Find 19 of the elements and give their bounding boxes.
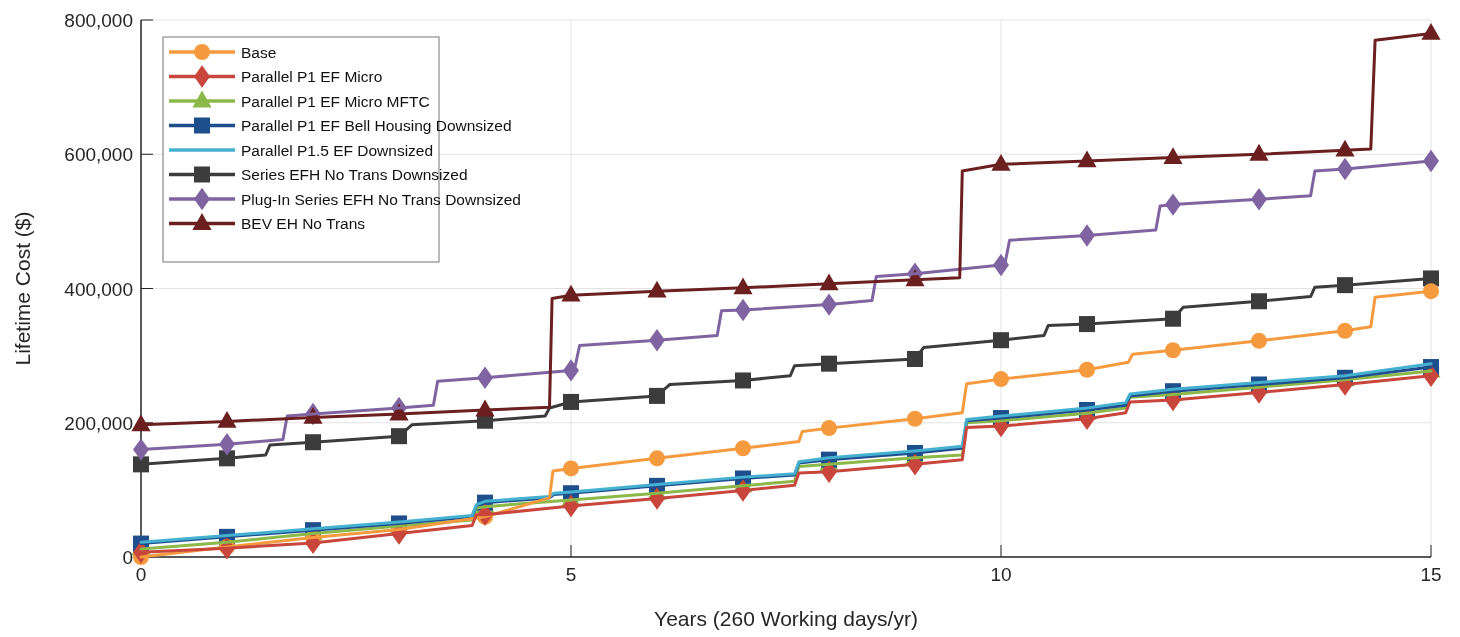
legend-label: Parallel P1 EF Micro <box>241 68 383 85</box>
legend-label: Parallel P1 EF Micro MFTC <box>241 92 430 110</box>
y-axis-title: Lifetime Cost ($) <box>11 211 34 366</box>
legend-label: Series EFH No Trans Downsized <box>241 166 468 183</box>
legend-label: Parallel P1 EF Bell Housing Downsized <box>241 117 512 134</box>
x-tick-label: 5 <box>565 564 577 585</box>
x-axis-title: Years (260 Working days/yr) <box>654 607 918 630</box>
y-tick-label: 400,000 <box>64 278 133 300</box>
y-tick-label: 0 <box>122 547 133 568</box>
x-tick-label: 15 <box>1420 564 1442 585</box>
y-tick-label: 800,000 <box>64 10 133 31</box>
y-tick-label: 600,000 <box>64 144 133 166</box>
legend-label: Parallel P1.5 EF Downsized <box>241 141 434 159</box>
x-tick-label: 10 <box>990 564 1012 585</box>
x-tick-label: 0 <box>135 564 147 585</box>
legend-label: Base <box>241 43 277 61</box>
legend-label: Plug-In Series EFH No Trans Downsized <box>241 190 521 208</box>
legend-label: BEV EH No Trans <box>241 215 366 232</box>
y-tick-label: 200,000 <box>64 412 133 434</box>
